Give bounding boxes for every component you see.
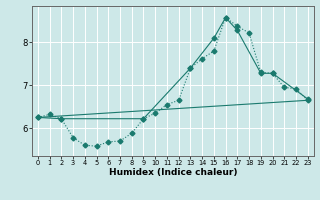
X-axis label: Humidex (Indice chaleur): Humidex (Indice chaleur) — [108, 168, 237, 177]
